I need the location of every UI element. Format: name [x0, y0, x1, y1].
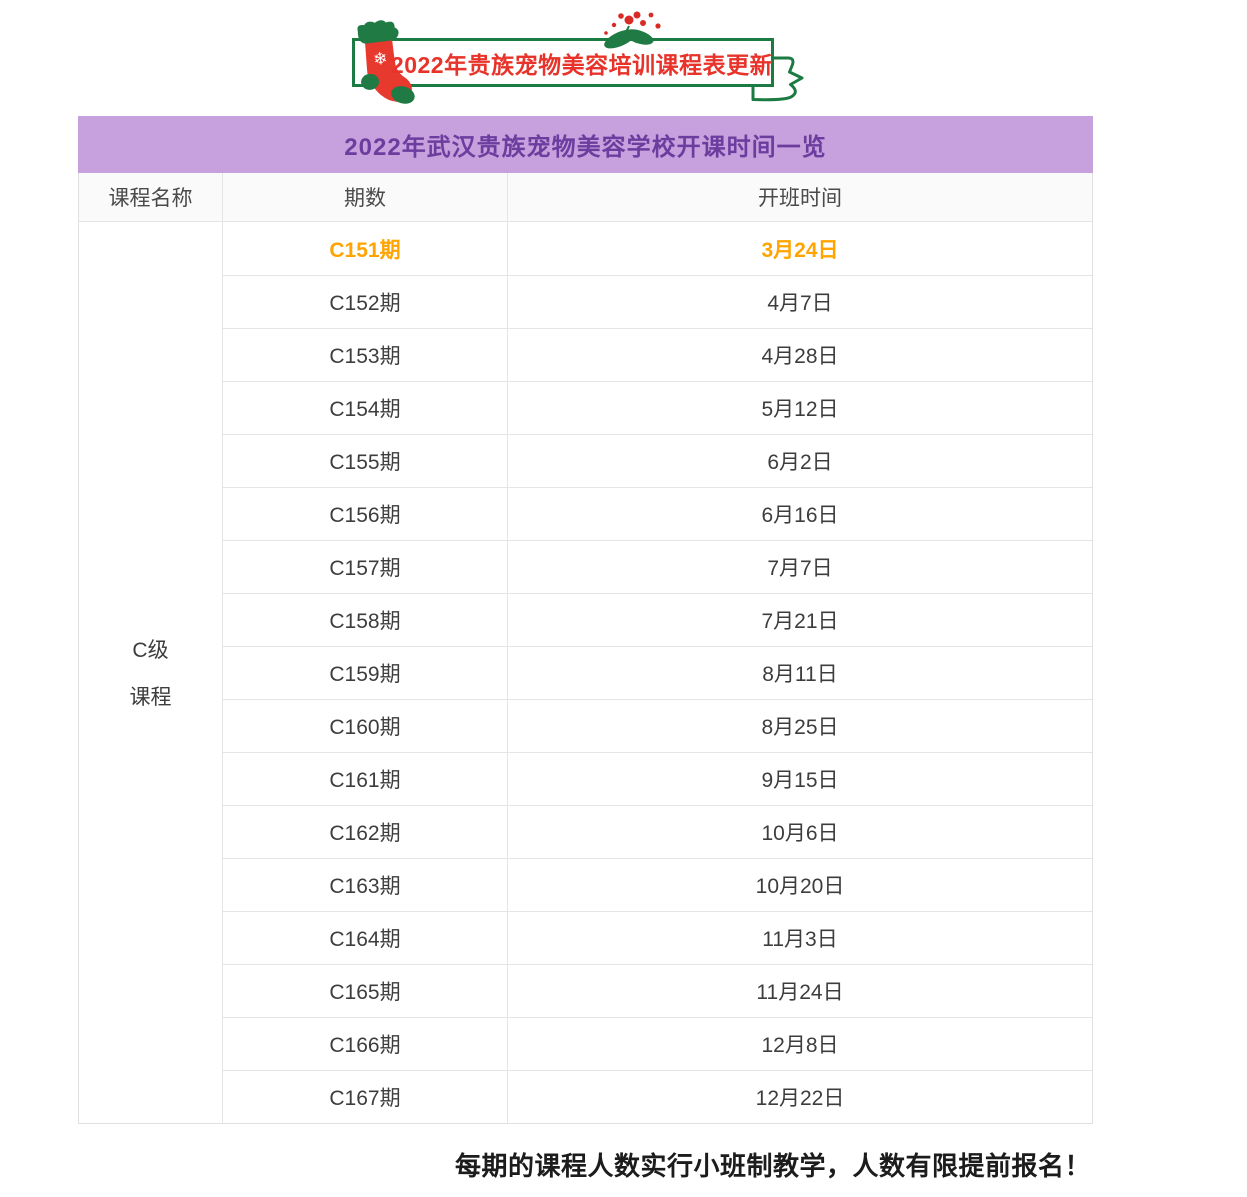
christmas-stocking-icon: ❄ [357, 20, 415, 104]
table-row: C152期 4月7日 [223, 275, 1092, 328]
term-cell: C164期 [223, 912, 508, 964]
table-header-row: 课程名称 期数 开班时间 [79, 173, 1092, 222]
term-cell: C151期 [223, 222, 508, 275]
term-cell: C162期 [223, 806, 508, 858]
term-cell: C154期 [223, 382, 508, 434]
table-row: C159期 8月11日 [223, 646, 1092, 699]
table-title: 2022年武汉贵族宠物美容学校开课时间一览 [78, 116, 1093, 173]
banner: ❄ 2022年贵族宠物美容培训课程表更新 [340, 0, 830, 112]
table-row: C155期 6月2日 [223, 434, 1092, 487]
term-cell: C157期 [223, 541, 508, 593]
table-body: C级 课程 C151期 3月24日 C152期 4月7日 C153期 4月28日… [79, 222, 1092, 1123]
course-level-line1: C级 [132, 639, 169, 662]
course-schedule-table: 2022年武汉贵族宠物美容学校开课时间一览 课程名称 期数 开班时间 C级 课程… [78, 116, 1093, 1124]
term-cell: C161期 [223, 753, 508, 805]
snowflake-icon: ❄ [372, 49, 388, 70]
table-row: C166期 12月8日 [223, 1017, 1092, 1070]
date-cell: 6月2日 [767, 451, 833, 474]
date-cell: 8月25日 [761, 716, 839, 739]
date-cell: 9月15日 [761, 769, 839, 792]
table-frame: 课程名称 期数 开班时间 C级 课程 C151期 3月24日 C152期 4月7… [78, 173, 1093, 1124]
footer-note: 每期的课程人数实行小班制教学，人数有限提前报名！ [454, 1151, 1091, 1181]
term-cell: C159期 [223, 647, 508, 699]
date-cell: 4月7日 [767, 292, 833, 315]
column-header-course-name: 课程名称 [79, 173, 223, 221]
date-cell: 12月22日 [755, 1087, 845, 1110]
table-row: C167期 12月22日 [223, 1070, 1092, 1123]
table-row: C165期 11月24日 [223, 964, 1092, 1017]
date-cell: 7月7日 [767, 557, 833, 580]
date-cell: 5月12日 [761, 398, 839, 421]
table-rows: C151期 3月24日 C152期 4月7日 C153期 4月28日 C154期… [223, 222, 1092, 1123]
table-row: C157期 7月7日 [223, 540, 1092, 593]
term-cell: C155期 [223, 435, 508, 487]
course-level-cell: C级 课程 [79, 222, 223, 1123]
table-row: C160期 8月25日 [223, 699, 1092, 752]
date-cell: 10月20日 [755, 875, 845, 898]
table-row: C158期 7月21日 [223, 593, 1092, 646]
term-cell: C152期 [223, 276, 508, 328]
term-cell: C158期 [223, 594, 508, 646]
date-cell: 10月6日 [761, 822, 839, 845]
date-cell: 11月24日 [756, 981, 844, 1004]
term-cell: C163期 [223, 859, 508, 911]
table-row: C162期 10月6日 [223, 805, 1092, 858]
table-row: C153期 4月28日 [223, 328, 1092, 381]
date-cell: 6月16日 [761, 504, 839, 527]
table-row: C164期 11月3日 [223, 911, 1092, 964]
term-cell: C167期 [223, 1071, 508, 1123]
table-row: C156期 6月16日 [223, 487, 1092, 540]
course-level-line2: 课程 [129, 686, 172, 709]
term-cell: C153期 [223, 329, 508, 381]
holly-berries-icon [604, 11, 661, 49]
term-cell: C156期 [223, 488, 508, 540]
date-cell: 11月3日 [762, 928, 838, 951]
date-cell: 3月24日 [761, 238, 839, 262]
banner-title: 2022年贵族宠物美容培训课程表更新 [390, 52, 774, 78]
table-row: C154期 5月12日 [223, 381, 1092, 434]
banner-frame [352, 38, 804, 102]
date-cell: 4月28日 [761, 345, 839, 368]
term-cell: C166期 [223, 1018, 508, 1070]
term-cell: C165期 [223, 965, 508, 1017]
column-header-term: 期数 [223, 173, 508, 221]
table-row: C151期 3月24日 [223, 222, 1092, 275]
table-row: C163期 10月20日 [223, 858, 1092, 911]
column-header-start-date: 开班时间 [758, 187, 842, 210]
date-cell: 7月21日 [761, 610, 839, 633]
date-cell: 8月11日 [762, 663, 838, 686]
term-cell: C160期 [223, 700, 508, 752]
table-row: C161期 9月15日 [223, 752, 1092, 805]
date-cell: 12月8日 [761, 1034, 839, 1057]
